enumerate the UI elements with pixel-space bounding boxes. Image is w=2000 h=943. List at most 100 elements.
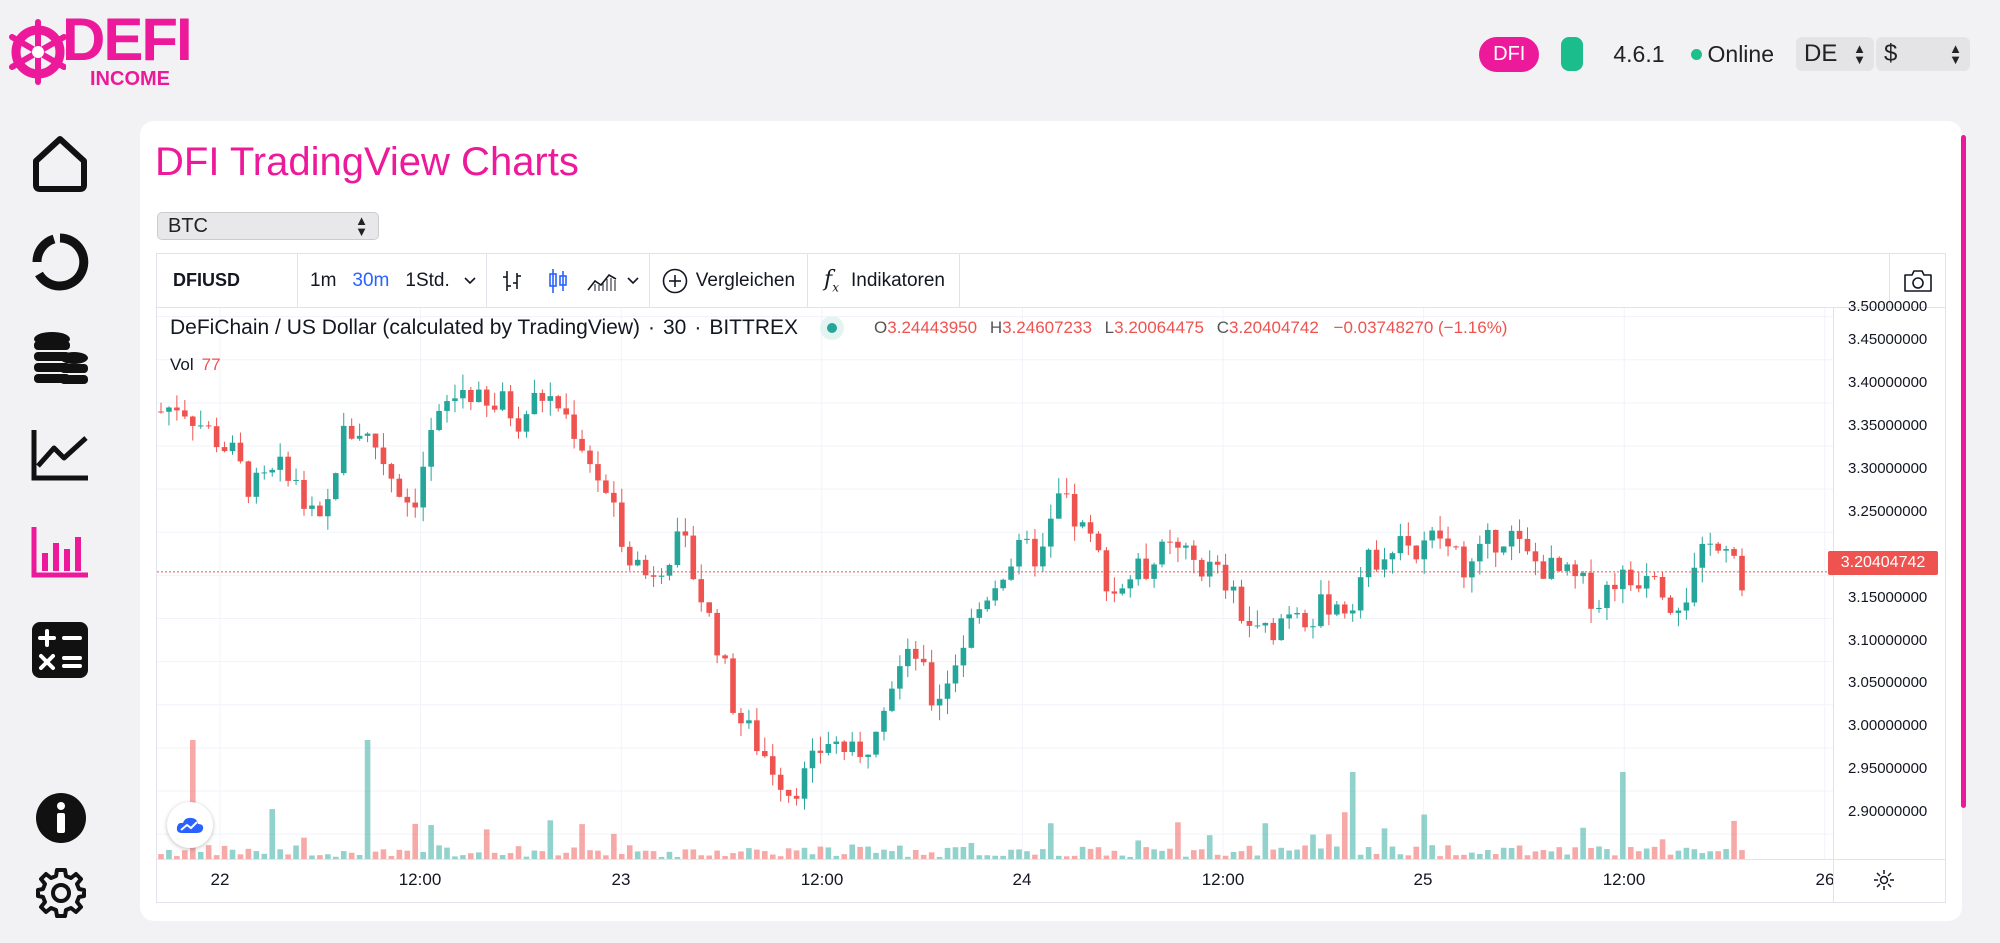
candle-body — [857, 741, 863, 757]
time-label: 12:00 — [398, 870, 442, 889]
sidebar-item-charts[interactable] — [30, 428, 90, 487]
page-scrollbar[interactable] — [1961, 135, 1966, 808]
candlestick-chart[interactable] — [157, 308, 1833, 860]
interval-dropdown[interactable] — [458, 254, 486, 307]
sidebar-item-calculator[interactable] — [30, 620, 90, 685]
candle-style-button[interactable] — [535, 254, 581, 307]
open-value: 3.24443950 — [887, 318, 978, 337]
volume-bar — [205, 845, 212, 860]
volume-bar — [920, 854, 927, 860]
volume-bar — [1071, 855, 1078, 860]
currency-select[interactable]: $ ▲ ▼ — [1876, 37, 1970, 71]
screenshot-button[interactable] — [1890, 254, 1945, 307]
price-scale[interactable]: 3.50000000 3.45000000 3.40000000 3.35000… — [1833, 298, 1945, 860]
chevron-down-icon — [464, 276, 476, 284]
dfi-badge[interactable]: DFI — [1479, 36, 1540, 72]
tradingview-logo[interactable] — [167, 802, 213, 848]
chevron-down-icon — [627, 276, 639, 284]
candle-body — [1516, 530, 1523, 539]
volume-bar — [626, 845, 633, 860]
sidebar-item-info[interactable] — [35, 792, 87, 849]
chart-type-dropdown[interactable] — [623, 254, 649, 307]
candle-body — [348, 425, 355, 439]
volume-bar — [539, 851, 546, 860]
volume-bar — [984, 855, 991, 860]
volume-bar — [1262, 823, 1269, 860]
candle-body — [1135, 558, 1142, 580]
volume-bar — [618, 854, 625, 860]
volume-bar — [1016, 849, 1022, 860]
area-chart-icon — [587, 273, 617, 291]
candle-body — [229, 442, 236, 452]
sidebar-item-portfolio[interactable] — [30, 232, 90, 297]
sidebar-item-tradingview[interactable] — [30, 525, 90, 584]
candle-body — [1524, 538, 1531, 552]
interval-1h[interactable]: 1Std. — [401, 254, 457, 307]
chart-settings-button[interactable] — [1873, 869, 1895, 896]
volume-bar — [1151, 849, 1157, 860]
volume-bar — [356, 855, 363, 860]
candle-body — [1365, 549, 1372, 578]
indicators-button[interactable]: fx Indikatoren — [808, 254, 959, 307]
candle-body — [563, 408, 569, 415]
language-select[interactable]: DE ▲ ▼ — [1796, 37, 1874, 71]
candle-body — [182, 410, 188, 417]
volume-bar — [666, 851, 673, 860]
close-value: 3.20404742 — [1228, 318, 1319, 337]
candle-body — [1326, 594, 1332, 615]
candle-body — [1477, 543, 1483, 562]
volume-bar — [1381, 828, 1388, 860]
volume-bar — [1659, 839, 1666, 860]
volume-bar — [754, 849, 760, 860]
volume-bar — [1588, 847, 1594, 860]
indicators-label: Indikatoren — [850, 269, 945, 291]
volume-bar — [611, 833, 617, 860]
candle-body — [1183, 545, 1189, 548]
candle-body — [579, 438, 585, 451]
volume-bar — [547, 820, 554, 860]
plus-circle-icon — [662, 268, 688, 293]
time-axis[interactable]: 22 12:00 23 12:00 24 12:00 25 12:00 26 — [157, 859, 1945, 902]
candle-body — [960, 647, 967, 666]
candle-body — [483, 389, 490, 406]
volume-bar — [404, 850, 411, 860]
candle-body — [1127, 579, 1134, 589]
candle-body — [1429, 530, 1435, 541]
sidebar-item-home[interactable] — [30, 133, 90, 198]
volume-bar — [468, 853, 474, 860]
brand-logo[interactable]: DEFI INCOME — [4, 10, 193, 94]
candle-body — [1389, 553, 1396, 560]
candle-body — [452, 398, 458, 402]
volume-bar — [587, 850, 593, 860]
currency-value: $ — [1884, 40, 1898, 67]
candle-body — [754, 720, 760, 752]
page-title: DFI TradingView Charts — [155, 140, 579, 184]
area-style-button[interactable] — [581, 254, 623, 307]
candle-body — [682, 531, 689, 536]
sidebar-item-settings[interactable] — [34, 866, 88, 925]
interval-1m[interactable]: 1m — [298, 254, 348, 307]
volume-bar — [523, 856, 530, 860]
volume-bar — [325, 854, 331, 860]
interval-30m[interactable]: 30m — [348, 254, 401, 307]
volume-legend: Vol 77 — [170, 355, 221, 375]
bar-style-button[interactable] — [487, 254, 535, 307]
compare-button[interactable]: Vergleichen — [650, 254, 807, 307]
high-key: H — [989, 318, 1003, 337]
candle-body — [1143, 558, 1149, 579]
pair-select[interactable]: BTC ▲ ▼ — [157, 212, 379, 240]
candle-body — [658, 575, 665, 577]
volume-bar — [317, 855, 323, 860]
candle-body — [603, 480, 609, 493]
volume-bar — [1365, 847, 1372, 860]
volume-bar — [1310, 834, 1316, 860]
volume-bar — [182, 850, 188, 860]
volume-bar — [1183, 856, 1189, 860]
candle-body — [992, 588, 998, 601]
symbol-search[interactable]: DFIUSD — [157, 254, 297, 307]
volume-bar — [1500, 847, 1507, 860]
sidebar-item-assets[interactable] — [30, 330, 90, 395]
legend-exchange: BITTREX — [709, 316, 799, 339]
volume-bar — [158, 854, 164, 860]
candle-body — [531, 392, 538, 415]
